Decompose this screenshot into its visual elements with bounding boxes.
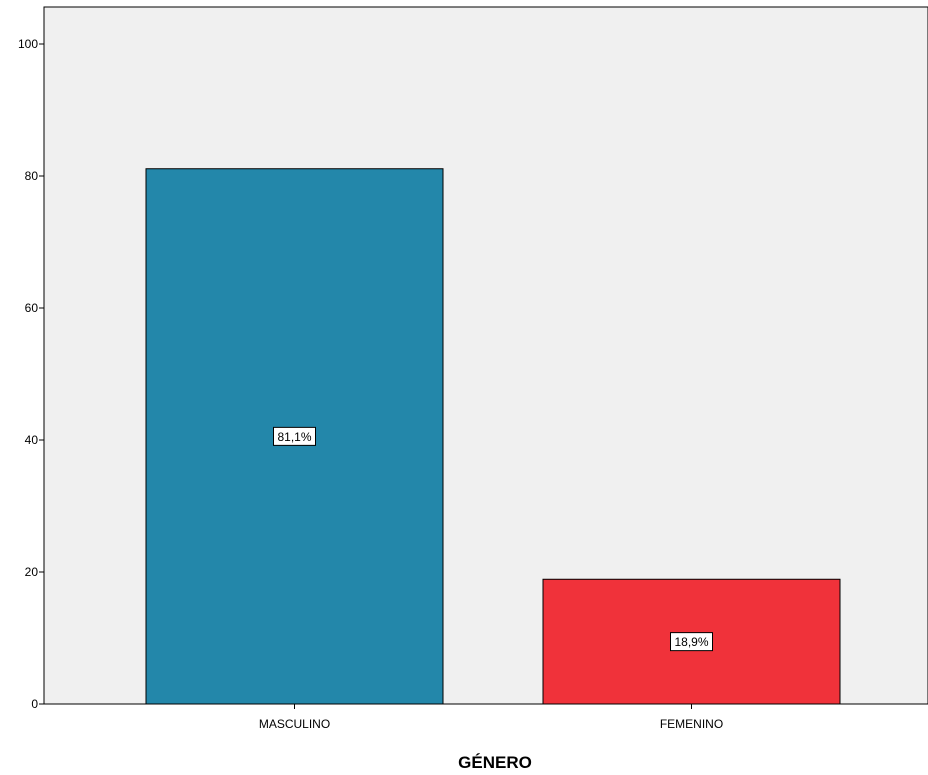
- data-label-box: [670, 632, 713, 652]
- x-axis: MASCULINO FEMENINO: [259, 704, 723, 731]
- y-tick-label: 0: [31, 697, 38, 711]
- y-tick-label: 40: [25, 433, 39, 447]
- y-tick-label: 20: [25, 565, 39, 579]
- x-category-label: FEMENINO: [660, 717, 723, 731]
- data-label: 81,1%: [277, 430, 311, 444]
- data-label: 18,9%: [674, 635, 708, 649]
- data-label-box: [273, 426, 316, 446]
- x-axis-title: GÉNERO: [458, 753, 532, 772]
- y-tick-label: 100: [18, 37, 38, 51]
- bars-group: 81,1% 18,9%: [145, 168, 841, 705]
- x-category-label: MASCULINO: [259, 717, 330, 731]
- y-tick-label: 80: [25, 169, 39, 183]
- y-axis: 0 20 40 60 80 100: [18, 37, 44, 711]
- y-tick-label: 60: [25, 301, 39, 315]
